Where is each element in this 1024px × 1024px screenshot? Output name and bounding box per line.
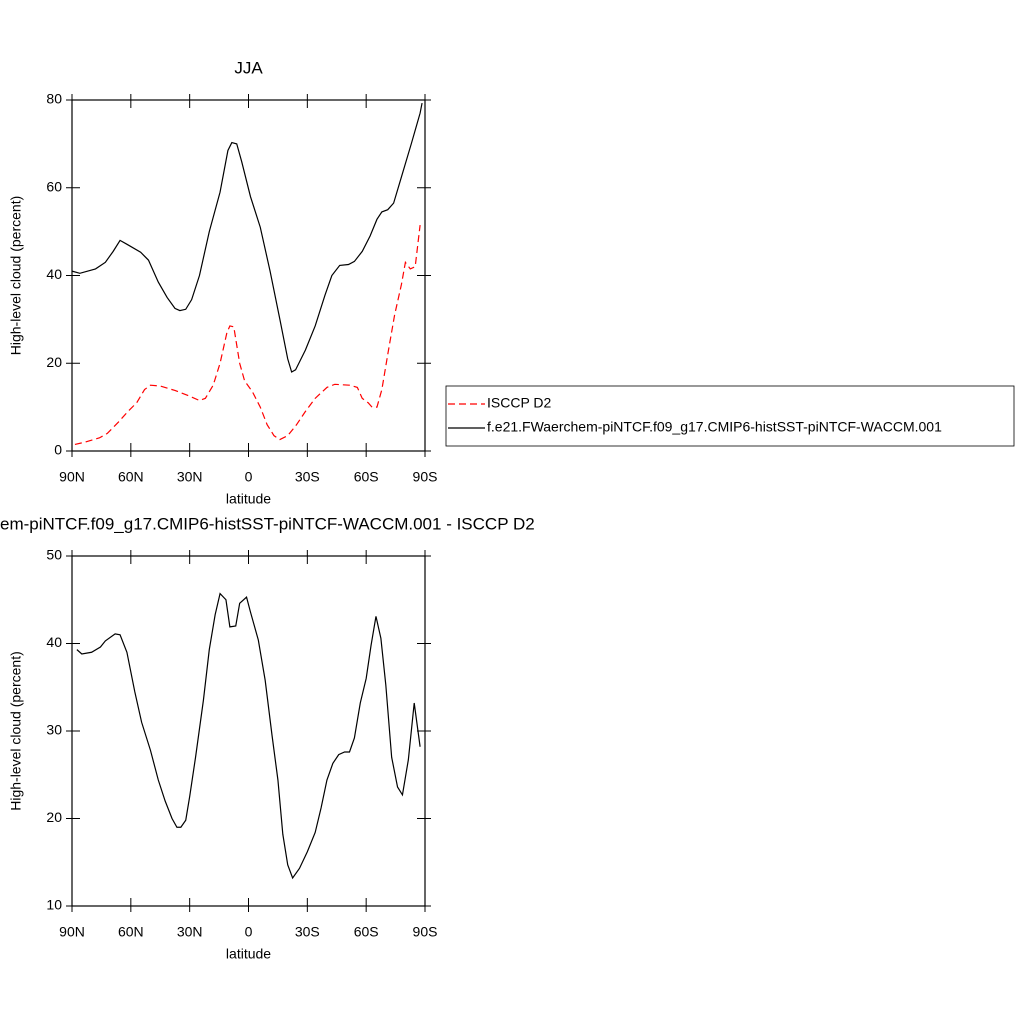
y-tick-label: 20 — [46, 354, 62, 370]
y-tick-label: 40 — [46, 266, 62, 282]
y-tick-label: 60 — [46, 178, 62, 194]
x-tick-label: 0 — [245, 924, 253, 940]
y-tick-label: 20 — [46, 809, 62, 825]
y-axis-label: High-level cloud (percent) — [8, 651, 24, 811]
y-axis-label: High-level cloud (percent) — [8, 196, 24, 356]
legend-label: ISCCP D2 — [487, 395, 552, 411]
x-tick-label: 30N — [177, 924, 203, 940]
legend-label: f.e21.FWaerchem-piNTCF.f09_g17.CMIP6-his… — [487, 419, 942, 435]
x-tick-label: 60N — [118, 469, 144, 485]
x-tick-label: 90S — [413, 924, 438, 940]
data-line — [74, 224, 421, 446]
x-tick-label: 30N — [177, 469, 203, 485]
y-tick-label: 0 — [54, 442, 62, 458]
y-tick-label: 30 — [46, 722, 62, 738]
plot-frame — [71, 555, 426, 907]
x-axis-label: latitude — [226, 491, 271, 507]
y-tick-label: 80 — [46, 91, 62, 107]
data-line — [76, 592, 421, 880]
x-tick-label: 30S — [295, 924, 320, 940]
y-tick-label: 10 — [46, 897, 62, 913]
x-tick-label: 30S — [295, 469, 320, 485]
chart-title: JJA — [234, 58, 263, 77]
y-tick-label: 40 — [46, 634, 62, 650]
legend-box — [445, 385, 1015, 447]
x-tick-label: 90S — [413, 469, 438, 485]
x-tick-label: 60S — [354, 469, 379, 485]
x-tick-label: 60S — [354, 924, 379, 940]
x-axis-label: latitude — [226, 946, 271, 962]
plot-frame — [71, 99, 426, 452]
x-tick-label: 90N — [59, 924, 85, 940]
x-tick-label: 60N — [118, 924, 144, 940]
x-tick-label: 90N — [59, 469, 85, 485]
x-tick-label: 0 — [245, 469, 253, 485]
y-tick-label: 50 — [46, 547, 62, 563]
data-line — [71, 102, 423, 373]
chart-title: em-piNTCF.f09_g17.CMIP6-histSST-piNTCF-W… — [0, 514, 535, 533]
